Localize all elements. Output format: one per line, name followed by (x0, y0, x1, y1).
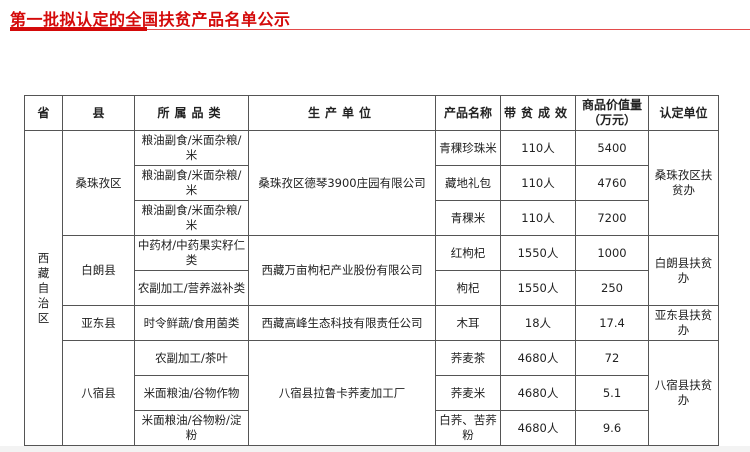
header-effect: 带贫成效 (500, 95, 576, 131)
product-cell: 青稞米 (435, 200, 501, 236)
producer-cell: 八宿县拉鲁卡荞麦加工厂 (248, 340, 436, 446)
table-header-row: 省 县 所属品类 生产单位 产品名称 带贫成效 商品价值量（万元） 认定单位 (24, 95, 719, 131)
product-cell: 青稞珍珠米 (435, 130, 501, 166)
header-category: 所属品类 (134, 95, 249, 131)
value-cell: 5400 (575, 130, 649, 166)
effect-cell: 4680人 (500, 340, 576, 376)
certifier-cell: 亚东县扶贫办 (648, 305, 719, 341)
value-cell: 72 (575, 340, 649, 376)
table-row: 八宿县 农副加工/茶叶 八宿县拉鲁卡荞麦加工厂 荞麦茶 4680人 72 八宿县扶贫办 (25, 340, 719, 446)
table-row: 白朗县 中药材/中药果实籽仁类 西藏万亩枸杞产业股份有限公司 红枸杞 1550人 1000… (25, 235, 719, 306)
table-row: 亚东县 时令鲜蔬/食用菌类 西藏高峰生态科技有限责任公司 木耳 18人 17.4 亚东县扶贫… (25, 305, 719, 341)
county-cell: 亚东县 (62, 305, 135, 341)
value-cell: 17.4 (575, 305, 649, 341)
category-cell: 农副加工/营养滋补类 (134, 270, 249, 306)
certifier-cell: 八宿县扶贫办 (648, 340, 719, 446)
value-cell: 1000 (575, 235, 649, 271)
product-cell: 白荞、苦荞粉 (435, 410, 501, 446)
table-row: 米面粮油/谷物粉/淀粉 白荞、苦荞粉 4680人 9.6 (25, 410, 719, 446)
category-cell: 粮油副食/米面杂粮/米 (134, 200, 249, 236)
county-cell: 八宿县 (62, 340, 135, 446)
category-cell: 米面粮油/谷物作物 (134, 375, 249, 411)
header-county: 县 (62, 95, 135, 131)
product-cell: 枸杞 (435, 270, 501, 306)
value-cell: 250 (575, 270, 649, 306)
effect-cell: 1550人 (500, 235, 576, 271)
header-value: 商品价值量（万元） (575, 95, 649, 131)
poverty-products-table: 省 县 所属品类 生产单位 产品名称 带贫成效 商品价值量（万元） 认定单位 西… (24, 95, 719, 446)
province-cell: 西藏自治区 (24, 130, 63, 446)
header-province: 省 (24, 95, 63, 131)
county-cell: 白朗县 (62, 235, 135, 306)
title-accent-bar (10, 27, 147, 31)
page-footer-strip (0, 446, 750, 452)
table-row: 粮油副食/米面杂粮/米 青稞米 110人 7200 (25, 200, 719, 236)
category-cell: 米面粮油/谷物粉/淀粉 (134, 410, 249, 446)
product-cell: 红枸杞 (435, 235, 501, 271)
header-certifier: 认定单位 (648, 95, 719, 131)
page-title: 第一批拟认定的全国扶贫产品名单公示 (10, 10, 291, 29)
category-cell: 粮油副食/米面杂粮/米 (134, 130, 249, 166)
value-cell: 4760 (575, 165, 649, 201)
table-row: 米面粮油/谷物作物 荞麦米 4680人 5.1 (25, 375, 719, 411)
value-cell: 5.1 (575, 375, 649, 411)
title-divider (10, 29, 750, 30)
producer-cell: 西藏高峰生态科技有限责任公司 (248, 305, 436, 341)
product-cell: 藏地礼包 (435, 165, 501, 201)
effect-cell: 4680人 (500, 410, 576, 446)
product-cell: 荞麦米 (435, 375, 501, 411)
table-row: 农副加工/营养滋补类 枸杞 1550人 250 (25, 270, 719, 306)
product-cell: 荞麦茶 (435, 340, 501, 376)
producer-cell: 西藏万亩枸杞产业股份有限公司 (248, 235, 436, 306)
certifier-cell: 桑珠孜区扶贫办 (648, 130, 719, 236)
table-row: 西藏自治区 桑珠孜区 粮油副食/米面杂粮/米 桑珠孜区德琴3900庄园有限公司 青稞珍珠… (24, 130, 719, 446)
category-cell: 粮油副食/米面杂粮/米 (134, 165, 249, 201)
product-cell: 木耳 (435, 305, 501, 341)
producer-cell: 桑珠孜区德琴3900庄园有限公司 (248, 130, 436, 236)
effect-cell: 4680人 (500, 375, 576, 411)
effect-cell: 110人 (500, 200, 576, 236)
category-cell: 中药材/中药果实籽仁类 (134, 235, 249, 271)
effect-cell: 1550人 (500, 270, 576, 306)
county-cell: 桑珠孜区 (62, 130, 135, 236)
category-cell: 农副加工/茶叶 (134, 340, 249, 376)
value-cell: 9.6 (575, 410, 649, 446)
effect-cell: 110人 (500, 165, 576, 201)
header-product: 产品名称 (435, 95, 501, 131)
certifier-cell: 白朗县扶贫办 (648, 235, 719, 306)
table-row: 粮油副食/米面杂粮/米 藏地礼包 110人 4760 (25, 165, 719, 201)
category-cell: 时令鲜蔬/食用菌类 (134, 305, 249, 341)
effect-cell: 18人 (500, 305, 576, 341)
header-producer: 生产单位 (248, 95, 436, 131)
value-cell: 7200 (575, 200, 649, 236)
effect-cell: 110人 (500, 130, 576, 166)
